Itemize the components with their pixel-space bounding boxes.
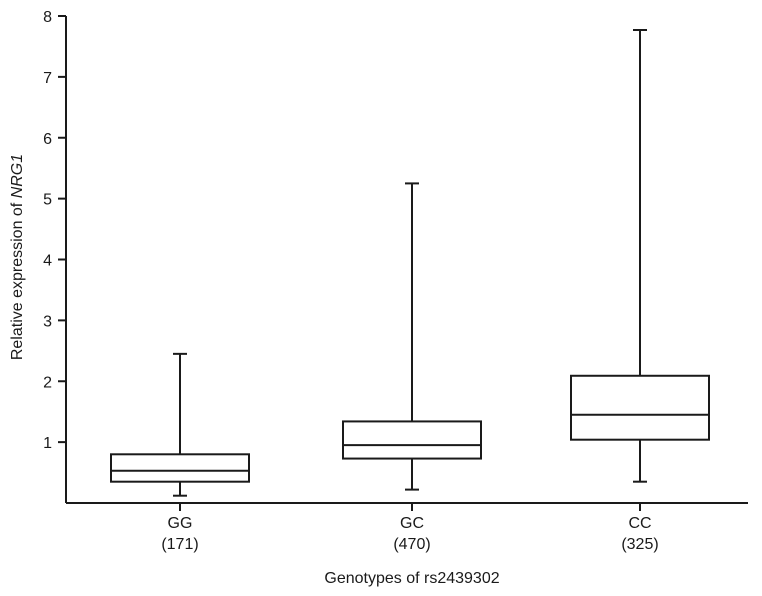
box-gc <box>342 182 482 491</box>
sample-size-gc: (470) <box>393 536 430 553</box>
axes <box>65 16 748 504</box>
y-tick-label-2: 2 <box>43 374 52 391</box>
y-tick-label-4: 4 <box>43 253 52 270</box>
iqr-box <box>110 453 250 483</box>
y-tick-label-1: 1 <box>43 435 52 452</box>
boxes <box>110 29 710 497</box>
box-gg <box>110 352 250 497</box>
sample-size-gg: (171) <box>161 536 198 553</box>
box-cc <box>570 29 710 483</box>
y-tick-label-5: 5 <box>43 192 52 209</box>
y-tick-label-6: 6 <box>43 131 52 148</box>
sample-size-cc: (325) <box>621 536 658 553</box>
iqr-box <box>342 420 482 460</box>
y-tick-label-7: 7 <box>43 70 52 87</box>
y-axis-title-gene: NRG1 <box>9 154 26 198</box>
x-tick-label-cc: CC <box>628 515 651 532</box>
y-axis-title: Relative expression of NRG1 <box>9 154 26 360</box>
x-axis-title: Genotypes of rs2439302 <box>324 570 499 587</box>
x-ticks: GG (171) GC (470) CC (325) <box>161 503 659 553</box>
y-tick-label-3: 3 <box>43 313 52 330</box>
y-ticks: 1 2 3 4 5 6 7 8 <box>43 9 66 452</box>
y-tick-label-8: 8 <box>43 9 52 26</box>
x-tick-label-gc: GC <box>400 515 424 532</box>
x-tick-label-gg: GG <box>168 515 193 532</box>
y-axis-title-prefix: Relative expression of <box>9 198 26 360</box>
iqr-box <box>570 374 710 441</box>
